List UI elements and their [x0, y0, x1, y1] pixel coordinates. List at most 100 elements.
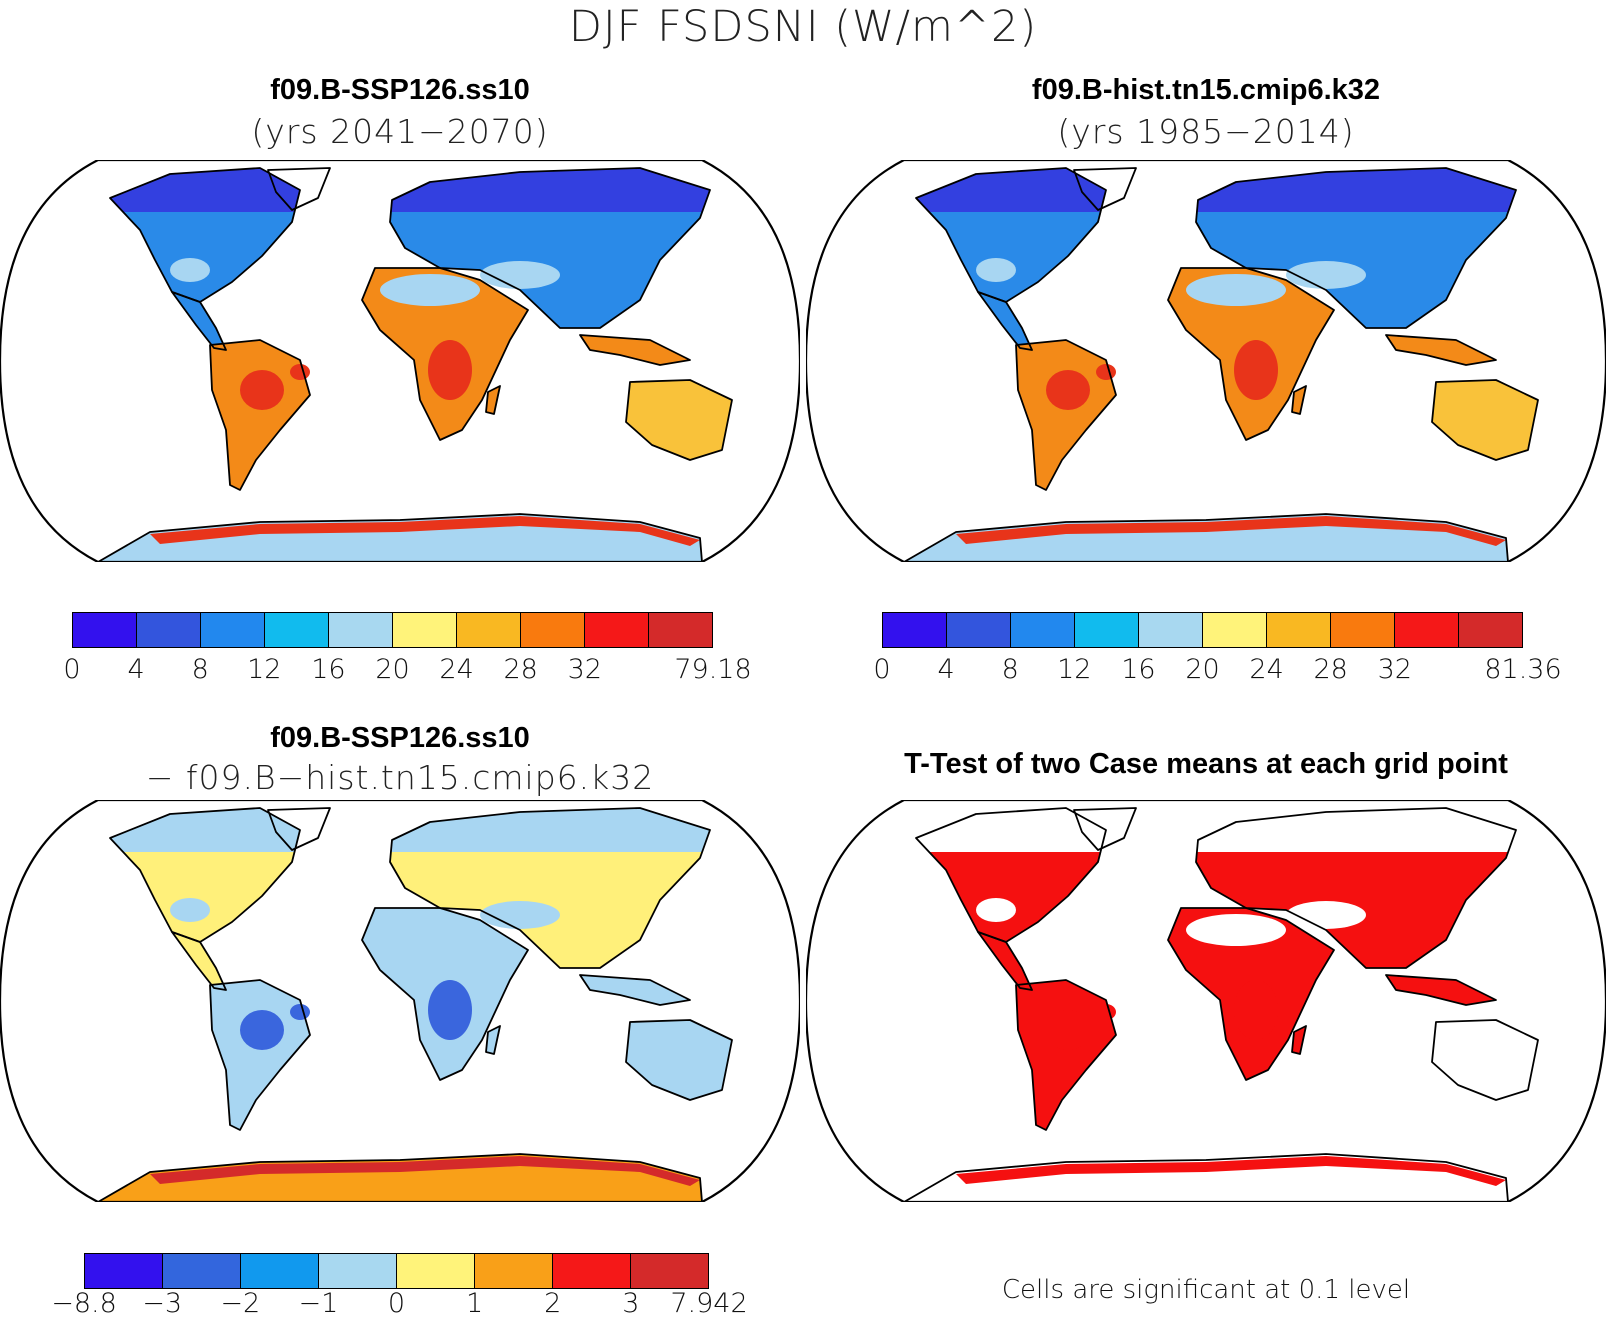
australia — [1432, 380, 1538, 460]
colorbar-tick-label: −2 — [220, 1288, 261, 1319]
significance-note: Cells are significant at 0.1 level — [1001, 1275, 1411, 1305]
colorbar-tick-label: 0 — [387, 1288, 406, 1319]
colorbar-labels-bottom-left: −8.8 −3 −2 −1 0 1 2 3 7.942 — [51, 1288, 747, 1320]
australia — [626, 380, 732, 460]
antarctica-rim — [956, 1156, 1506, 1186]
colorbar-swatch — [475, 1254, 553, 1288]
panel-subtitle-top-left: (yrs 2041−2070) — [251, 112, 549, 151]
colorbar-tick-label: −1 — [298, 1288, 339, 1319]
colorbar-swatch — [457, 613, 521, 647]
colorbar-tick-label: 0 — [873, 654, 891, 685]
australia — [626, 1020, 732, 1100]
colorbar-tick-label: 20 — [375, 654, 410, 685]
colorbar-swatch — [329, 613, 393, 647]
colorbar-swatch — [1139, 613, 1203, 647]
colorbar-swatch — [393, 613, 457, 647]
colorbar-tick-label: 0 — [63, 654, 81, 685]
sahara-region — [380, 274, 480, 306]
africa-core — [1234, 980, 1278, 1040]
colorbar-swatch — [265, 613, 329, 647]
colorbar-tick-label: 1 — [466, 1288, 484, 1319]
colorbar-tick-label: 12 — [1057, 654, 1092, 685]
panel-title-top-left: f09.B-SSP126.ss10 — [270, 74, 530, 106]
colorbar-tick-label: −3 — [142, 1288, 183, 1319]
colorbar-swatch — [1075, 613, 1139, 647]
colorbar-tick-label: 32 — [1377, 654, 1412, 685]
colorbar-bottom-left — [84, 1253, 709, 1289]
colorbar-swatch — [1331, 613, 1395, 647]
antarctica-rim — [150, 1156, 700, 1186]
colorbar-tick-label: 24 — [1249, 654, 1284, 685]
colorbar-swatch — [85, 1254, 163, 1288]
map-bottom-left — [0, 800, 800, 1202]
antarctica-rim — [150, 516, 700, 546]
colorbar-labels-top-left: 0 4 8 12 16 20 24 28 32 79.18 — [63, 654, 751, 686]
colorbar-tick-label: 20 — [1185, 654, 1220, 685]
colorbar-tick-label: 8 — [1001, 654, 1019, 685]
colorbar-tick-label: 3 — [622, 1288, 640, 1319]
colorbar-tick-label: 4 — [127, 654, 145, 685]
colorbar-tick-label: 28 — [503, 654, 538, 685]
colorbar-swatch — [649, 613, 712, 647]
figure-title: DJF FSDSNI (W/m^2) — [568, 2, 1038, 52]
south-america — [210, 980, 310, 1130]
panel-title-top-right: f09.B-hist.tn15.cmip6.k32 — [1031, 74, 1381, 106]
colorbar-swatch — [1203, 613, 1267, 647]
south-america — [210, 340, 310, 490]
africa-core — [428, 340, 472, 400]
south-america — [1016, 980, 1116, 1130]
colorbar-tick-label: 79.18 — [674, 654, 752, 685]
colorbar-swatch — [73, 613, 137, 647]
sahara-region — [1186, 914, 1286, 946]
colorbar-swatch — [883, 613, 947, 647]
colorbar-swatch — [585, 613, 649, 647]
colorbar-swatch — [947, 613, 1011, 647]
africa-core — [1234, 340, 1278, 400]
colorbar-top-left — [72, 612, 713, 648]
map-top-right — [806, 160, 1606, 562]
south-america-core — [1046, 370, 1090, 410]
colorbar-tick-label: 16 — [311, 654, 346, 685]
colorbar-tick-label: 7.942 — [670, 1288, 748, 1319]
colorbar-top-right — [882, 612, 1523, 648]
map-top-left — [0, 160, 800, 562]
panel-subtitle-top-right: (yrs 1985−2014) — [1057, 112, 1355, 151]
colorbar-tick-label: 12 — [247, 654, 282, 685]
colorbar-swatch — [1459, 613, 1522, 647]
colorbar-tick-label: 81.36 — [1484, 654, 1562, 685]
colorbar-swatch — [1267, 613, 1331, 647]
south-america-core — [1046, 1010, 1090, 1050]
panel-title-bottom-right: T-Test of two Case means at each grid po… — [904, 748, 1508, 780]
colorbar-swatch — [319, 1254, 397, 1288]
colorbar-swatch — [163, 1254, 241, 1288]
sahara-region — [380, 914, 480, 946]
colorbar-swatch — [521, 613, 585, 647]
colorbar-tick-label: −8.8 — [51, 1288, 117, 1319]
colorbar-swatch — [137, 613, 201, 647]
colorbar-swatch — [241, 1254, 319, 1288]
colorbar-swatch — [201, 613, 265, 647]
colorbar-swatch — [397, 1254, 475, 1288]
colorbar-tick-label: 32 — [567, 654, 602, 685]
colorbar-swatch — [1395, 613, 1459, 647]
africa-core — [428, 980, 472, 1040]
sahara-region — [1186, 274, 1286, 306]
colorbar-tick-label: 24 — [439, 654, 474, 685]
australia — [1432, 1020, 1538, 1100]
colorbar-labels-top-right: 0 4 8 12 16 20 24 28 32 81.36 — [873, 654, 1561, 686]
panel-subtitle-bottom-left: − f09.B−hist.tn15.cmip6.k32 — [145, 758, 655, 797]
colorbar-tick-label: 8 — [191, 654, 209, 685]
colorbar-tick-label: 4 — [937, 654, 955, 685]
map-bottom-right — [806, 800, 1606, 1202]
colorbar-swatch — [553, 1254, 631, 1288]
south-america-core — [240, 1010, 284, 1050]
colorbar-swatch — [631, 1254, 708, 1288]
panel-title-bottom-left: f09.B-SSP126.ss10 — [270, 722, 530, 754]
antarctica-rim — [956, 516, 1506, 546]
colorbar-swatch — [1011, 613, 1075, 647]
south-america-core — [240, 370, 284, 410]
south-america — [1016, 340, 1116, 490]
colorbar-tick-label: 28 — [1313, 654, 1348, 685]
colorbar-tick-label: 2 — [544, 1288, 562, 1319]
colorbar-tick-label: 16 — [1121, 654, 1156, 685]
